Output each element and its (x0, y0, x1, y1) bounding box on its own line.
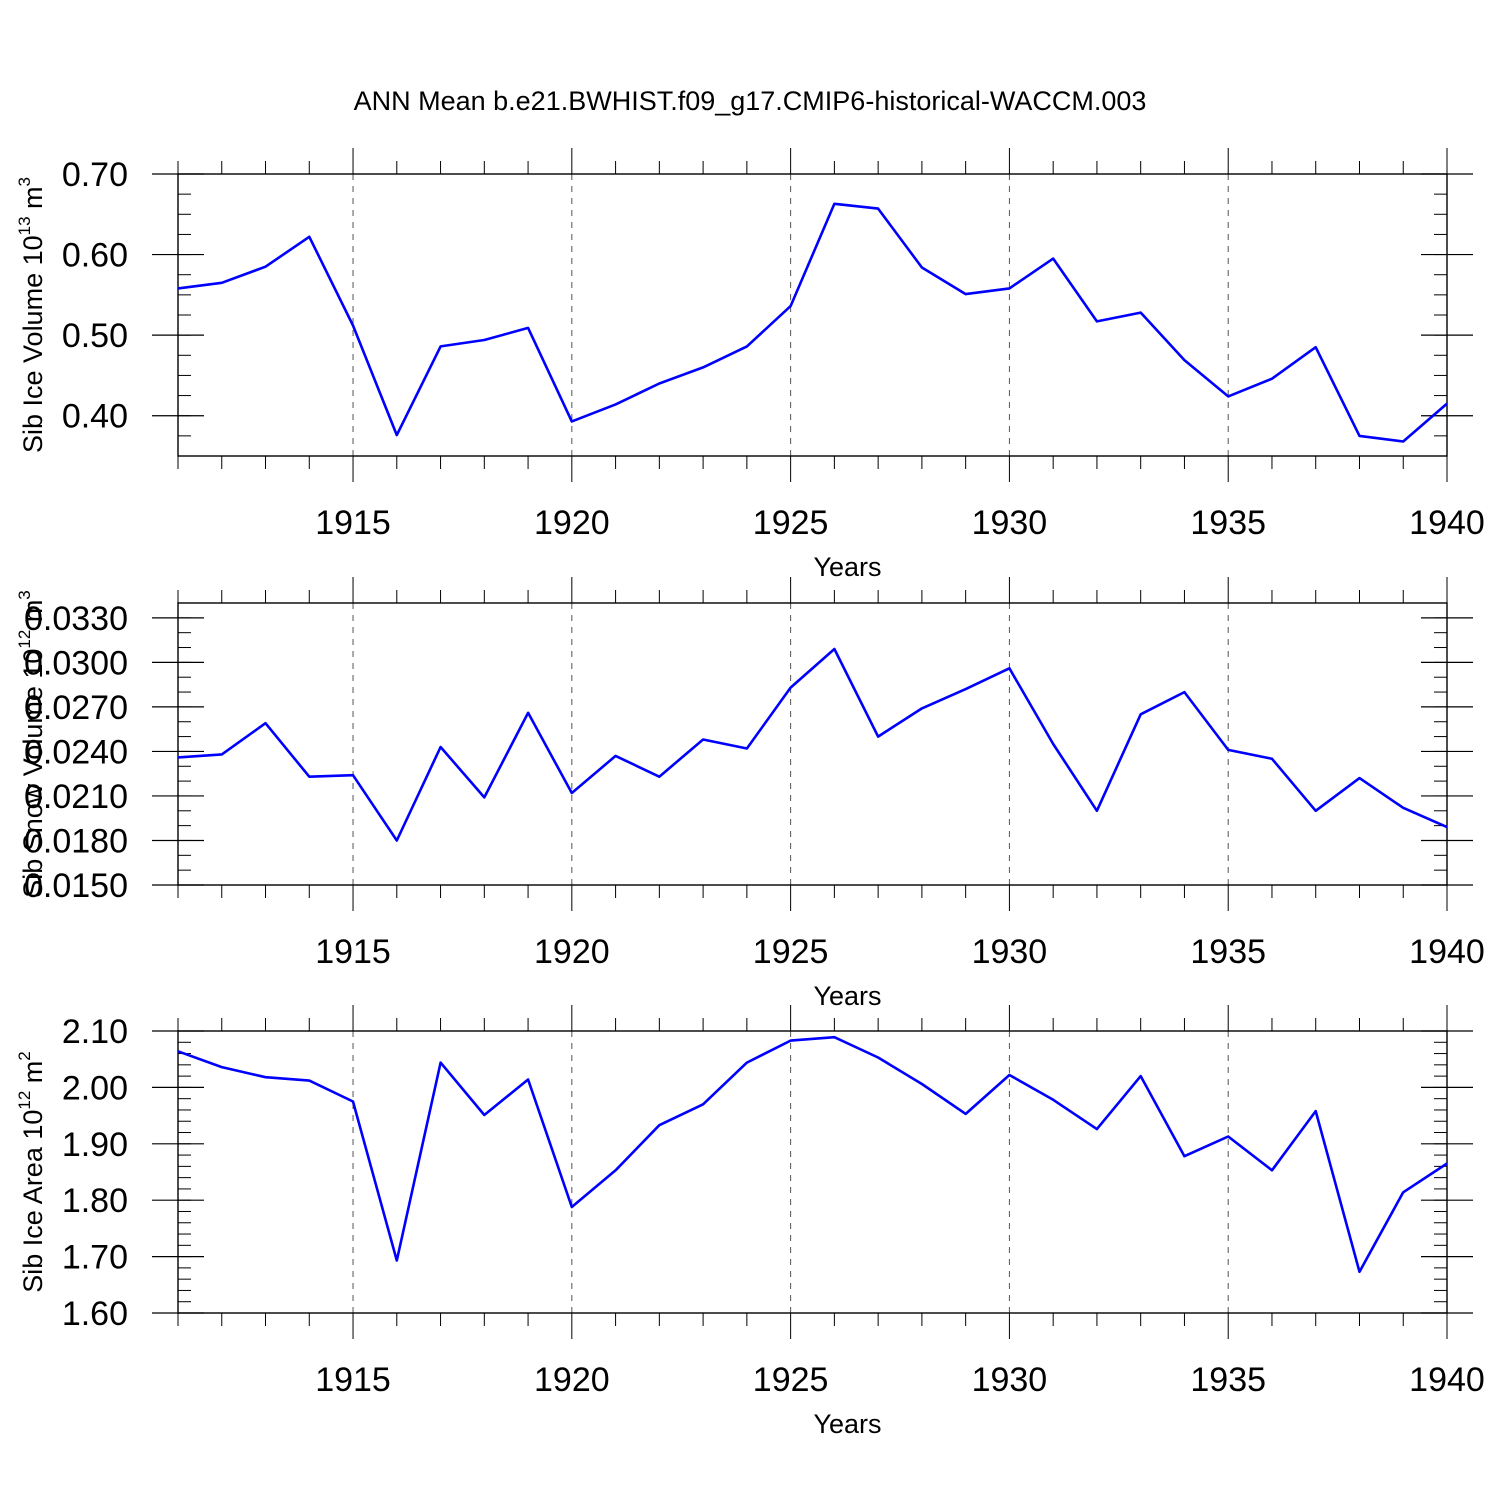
plot-frame (177, 173, 1448, 457)
y-tick-label: 1.80 (62, 1182, 128, 1220)
x-tick-label: 1940 (1409, 1361, 1485, 1399)
y-axis-title-text: Sib Ice Volume 10 (18, 235, 48, 453)
x-tick-label: 1915 (315, 933, 391, 971)
x-tick-label: 1930 (972, 504, 1048, 542)
y-tick-label: 0.40 (62, 398, 128, 436)
x-tick-label: 1920 (534, 504, 610, 542)
x-tick-label: 1925 (753, 933, 829, 971)
y-tick-label: 0.0150 (24, 867, 128, 905)
y-axis-title-text: Sib Snow Volume 10 (18, 649, 48, 898)
x-tick-label: 1915 (315, 1361, 391, 1399)
x-axis-title: Years (813, 981, 881, 1011)
y-tick-label: 0.0210 (24, 778, 128, 816)
y-tick-label: 1.70 (62, 1239, 128, 1277)
y-axis-title-text: m (18, 1061, 48, 1091)
series-line (177, 1035, 1448, 1274)
panel-snow-volume: 0.0150 0.0180 0.0210 0.0240 0.0270 0.0300 0.03… (15, 577, 1485, 1011)
x-tick-label: 1930 (972, 1361, 1048, 1399)
y-tick-label: 0.0270 (24, 689, 128, 727)
y-axis-title-superscript: 12 (15, 1091, 34, 1110)
y-axis-title-superscript: 13 (15, 216, 34, 235)
y-axis-title-superscript: 3 (15, 177, 34, 186)
x-tick-label: 1940 (1409, 504, 1485, 542)
y-axis-title-superscript: 2 (15, 1051, 34, 1060)
x-tick-label: 1935 (1190, 504, 1266, 542)
y-axis-title-superscript: 12 (15, 630, 34, 649)
y-tick-label: 0.50 (62, 317, 128, 355)
y-tick-label: 0.70 (62, 156, 128, 194)
y-axis-title: Sib Ice Area 1012 m2 (15, 1051, 48, 1293)
series-line (177, 647, 1448, 842)
x-tick-label: 1925 (753, 504, 829, 542)
x-tick-label: 1940 (1409, 933, 1485, 971)
y-axis-title: Sib Snow Volume 1012 m3 (15, 590, 48, 898)
y-tick-label: 0.0300 (24, 644, 128, 682)
panel-ice-volume: 0.40 0.50 0.60 0.70 1915 1920 1925 1930 1935 1940… (15, 148, 1485, 582)
y-axis-title-superscript: 3 (15, 590, 34, 599)
x-tick-label: 1920 (534, 1361, 610, 1399)
x-tick-label: 1930 (972, 933, 1048, 971)
y-tick-label: 2.00 (62, 1069, 128, 1107)
x-tick-label: 1935 (1190, 1361, 1266, 1399)
y-tick-label: 2.10 (62, 1013, 128, 1051)
y-axis-title-text: m (18, 600, 48, 630)
series-line (177, 202, 1448, 443)
y-axis-title: Sib Ice Volume 1013 m3 (15, 177, 48, 453)
y-tick-label: 0.0330 (24, 600, 128, 638)
x-tick-label: 1925 (753, 1361, 829, 1399)
x-axis-title: Years (813, 552, 881, 582)
plot-frame (177, 1030, 1448, 1314)
y-axis-title-text: m (18, 186, 48, 216)
x-tick-label: 1915 (315, 504, 391, 542)
plot-frame (177, 602, 1448, 886)
y-tick-label: 0.60 (62, 237, 128, 275)
x-axis-title: Years (813, 1409, 881, 1439)
y-tick-label: 0.0240 (24, 733, 128, 771)
y-axis-title-text: Sib Ice Area 10 (18, 1110, 48, 1293)
x-tick-label: 1920 (534, 933, 610, 971)
y-tick-label: 1.90 (62, 1126, 128, 1164)
y-tick-label: 1.60 (62, 1295, 128, 1333)
panel-ice-area: 1.60 1.70 1.80 1.90 2.00 2.10 1915 1920 1925 1930… (15, 1005, 1485, 1439)
x-tick-label: 1935 (1190, 933, 1266, 971)
y-tick-label: 0.0180 (24, 822, 128, 860)
figure-title: ANN Mean b.e21.BWHIST.f09_g17.CMIP6-hist… (354, 86, 1147, 116)
